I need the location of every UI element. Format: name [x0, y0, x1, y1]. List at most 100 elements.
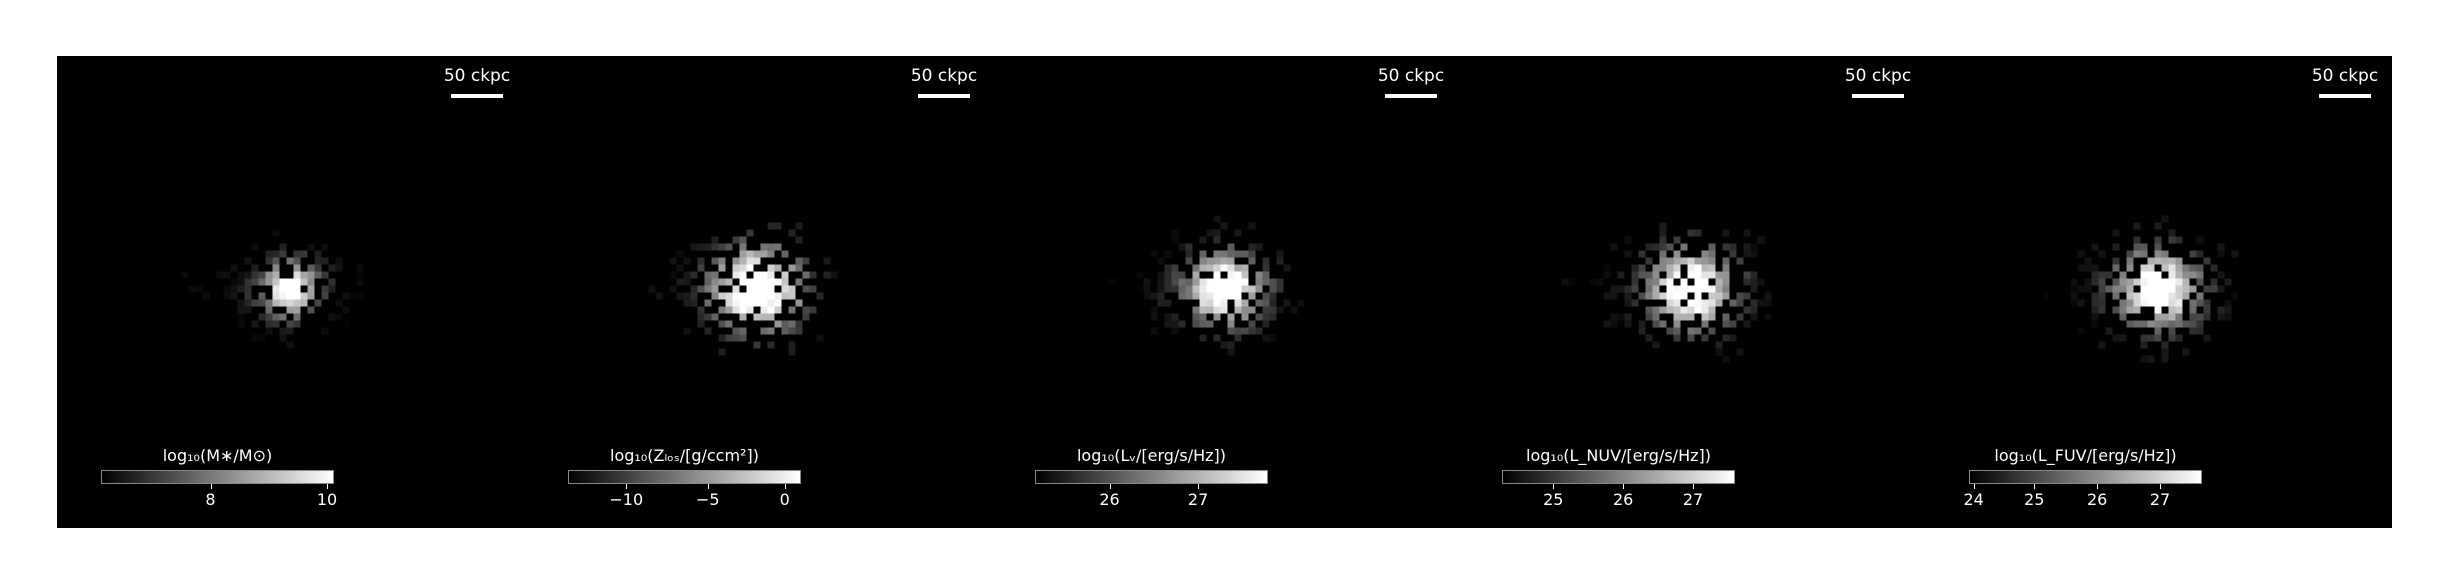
map-pixel [1694, 229, 1702, 237]
map-pixel [1248, 327, 1256, 335]
map-pixel [1171, 229, 1179, 237]
map-pixel [781, 285, 789, 293]
panel-fuv-luminosity: 50 ckpc log₁₀(L_FUV/[erg/s/Hz]) 24 25 26 27 [1925, 56, 2392, 528]
map-pixel [2189, 271, 2197, 279]
map-pixel [1171, 285, 1179, 293]
map-pixel [272, 292, 280, 300]
map-pixel [690, 299, 698, 307]
colorbar-title: log₁₀(Lᵥ/[erg/s/Hz]) [1076, 446, 1226, 465]
map-pixel [1715, 341, 1723, 349]
map-pixel [1157, 292, 1165, 300]
map-pixel [279, 278, 287, 286]
map-pixel [830, 271, 838, 279]
map-pixel [1638, 292, 1646, 300]
map-pixel [2168, 285, 2176, 293]
scale-bar-label: 50 ckpc [2311, 66, 2379, 86]
map-pixel [2140, 334, 2148, 342]
map-pixel [1645, 292, 1653, 300]
map-pixel [2098, 306, 2106, 314]
map-pixel [1150, 292, 1158, 300]
map-pixel [237, 278, 245, 286]
map-pixel [732, 236, 740, 244]
colorbar-title: log₁₀(L_FUV/[erg/s/Hz]) [1994, 446, 2177, 465]
map-pixel [2147, 264, 2155, 272]
map-pixel [293, 320, 301, 328]
map-pixel [767, 299, 775, 307]
map-pixel [2189, 299, 2197, 307]
map-pixel [739, 327, 747, 335]
map-pixel [307, 264, 315, 272]
map-pixel [795, 299, 803, 307]
map-pixel [1199, 320, 1207, 328]
map-pixel [2154, 313, 2162, 321]
map-pixel [2147, 334, 2155, 342]
map-pixel [1666, 285, 1674, 293]
map-pixel [1171, 278, 1179, 286]
map-pixel [195, 285, 203, 293]
colorbar-tick-label: −10 [609, 490, 644, 509]
map-pixel [739, 236, 747, 244]
map-pixel [251, 278, 259, 286]
map-pixel [1687, 313, 1695, 321]
map-pixel [774, 292, 782, 300]
map-pixel [244, 278, 252, 286]
map-pixel [251, 299, 259, 307]
map-pixel [1694, 271, 1702, 279]
map-pixel [1262, 264, 1270, 272]
map-pixel [1213, 236, 1221, 244]
map-pixel [1631, 299, 1639, 307]
scale-bar-line [1385, 94, 1437, 98]
map-pixel [718, 306, 726, 314]
map-pixel [1262, 292, 1270, 300]
map-pixel [746, 229, 754, 237]
map-pixel [739, 299, 747, 307]
map-pixel [1687, 334, 1695, 342]
map-pixel [1673, 327, 1681, 335]
map-pixel [2154, 334, 2162, 342]
map-pixel [1645, 257, 1653, 265]
map-pixel [1248, 292, 1256, 300]
map-pixel [1687, 306, 1695, 314]
map-pixel [746, 299, 754, 307]
map-pixel [293, 257, 301, 265]
map-pixel [1255, 313, 1263, 321]
map-pixel [1185, 285, 1193, 293]
map-pixel [753, 292, 761, 300]
map-pixel [1708, 292, 1716, 300]
map-pixel [1638, 264, 1646, 272]
map-pixel [760, 327, 768, 335]
map-pixel [2224, 278, 2232, 286]
map-pixel [1694, 278, 1702, 286]
map-pixel [1234, 278, 1242, 286]
map-pixel [1262, 334, 1270, 342]
map-pixel [1708, 271, 1716, 279]
map-pixel [2091, 306, 2099, 314]
map-pixel [2133, 299, 2141, 307]
map-pixel [746, 285, 754, 293]
map-pixel [732, 327, 740, 335]
scale-bar-line [451, 94, 503, 98]
map-pixel [1652, 341, 1660, 349]
map-pixel [342, 306, 350, 314]
map-pixel [2217, 306, 2225, 314]
map-pixel [1624, 285, 1632, 293]
map-pixel [300, 271, 308, 279]
map-pixel [2196, 264, 2204, 272]
map-pixel [2224, 313, 2232, 321]
map-pixel [1234, 271, 1242, 279]
map-pixel [1199, 257, 1207, 265]
map-pixel [753, 313, 761, 321]
map-pixel [265, 250, 273, 258]
map-pixel [767, 271, 775, 279]
map-pixel [2140, 264, 2148, 272]
map-pixel [774, 264, 782, 272]
map-pixel [251, 320, 259, 328]
map-pixel [286, 306, 294, 314]
colorbar-tick [1553, 484, 1555, 489]
map-pixel [2217, 243, 2225, 251]
map-pixel [732, 334, 740, 342]
map-pixel [1213, 271, 1221, 279]
map-pixel [1694, 257, 1702, 265]
map-pixel [2091, 299, 2099, 307]
map-pixel [1715, 271, 1723, 279]
